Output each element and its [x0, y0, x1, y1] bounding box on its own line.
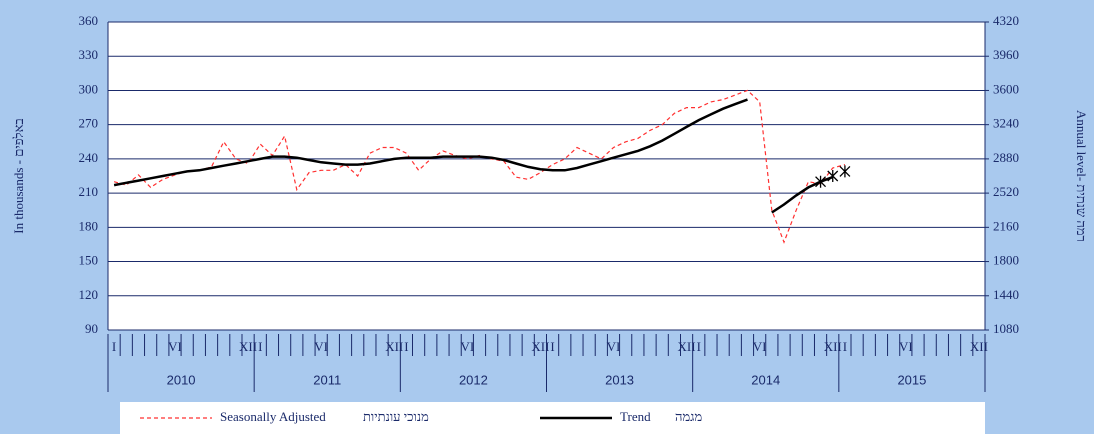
y-tick-label: 150: [79, 253, 99, 268]
year-label: 2010: [167, 372, 196, 387]
x-tick-label: VI: [753, 339, 767, 354]
asterisk-marker: [827, 170, 839, 182]
year-label: 2014: [751, 372, 780, 387]
x-tick-label: VI: [168, 339, 182, 354]
year-label: 2013: [605, 372, 634, 387]
y-tick-label: 240: [79, 150, 99, 165]
y-axis-title: In thousands - באלפים: [11, 118, 26, 233]
asterisk-marker: [839, 165, 851, 178]
y2-tick-label: 2160: [993, 218, 1019, 233]
year-label: 2015: [897, 372, 926, 387]
x-tick-label: I: [112, 339, 116, 354]
x-tick-label: I: [404, 339, 408, 354]
y2-tick-label: 1440: [993, 287, 1019, 302]
y2-tick-label: 3240: [993, 116, 1019, 131]
x-tick-label: VI: [607, 339, 621, 354]
y-tick-label: 300: [79, 81, 99, 96]
y2-tick-label: 1800: [993, 253, 1019, 268]
legend-label: Trend: [620, 409, 651, 424]
year-label: 2012: [459, 372, 488, 387]
x-tick-label: XII: [824, 339, 842, 354]
y2-tick-label: 3600: [993, 81, 1019, 96]
y2-tick-label: 3960: [993, 47, 1019, 62]
y2-tick-label: 2880: [993, 150, 1019, 165]
x-tick-label: I: [258, 339, 262, 354]
x-tick-label: VI: [460, 339, 474, 354]
y-tick-label: 330: [79, 47, 99, 62]
legend-label-he: מגמה: [675, 409, 702, 424]
x-tick-label: VI: [314, 339, 328, 354]
year-label: 2011: [313, 372, 341, 387]
y2-tick-label: 4320: [993, 13, 1019, 28]
x-tick-label: XII: [239, 339, 257, 354]
legend-label: Seasonally Adjusted: [220, 409, 326, 424]
y-tick-label: 90: [85, 321, 98, 336]
plot-area: [108, 22, 985, 330]
y-tick-label: 210: [79, 184, 99, 199]
y-tick-label: 270: [79, 116, 99, 131]
y-tick-label: 360: [79, 13, 99, 28]
y-tick-label: 120: [79, 287, 99, 302]
y-tick-label: 180: [79, 218, 99, 233]
y2-tick-label: 2520: [993, 184, 1019, 199]
x-tick-label: XII: [970, 339, 988, 354]
x-tick-label: XII: [678, 339, 696, 354]
x-tick-label: VI: [899, 339, 913, 354]
x-tick-label: I: [697, 339, 701, 354]
series-line: [113, 98, 834, 214]
y2-tick-label: 1080: [993, 321, 1019, 336]
x-tick-label: I: [843, 339, 847, 354]
x-tick-label: XII: [531, 339, 549, 354]
legend-label-he: מנוכי עונתיות: [363, 409, 429, 424]
y2-axis-title: Annual level- רמה שנתית: [1074, 110, 1089, 242]
asterisk-marker: [815, 175, 827, 188]
x-tick-label: XII: [385, 339, 403, 354]
x-tick-label: I: [550, 339, 554, 354]
